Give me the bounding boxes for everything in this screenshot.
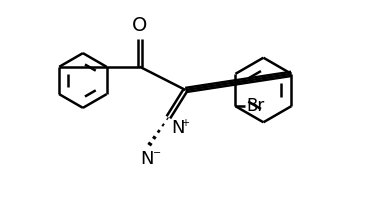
- Text: $^+$: $^+$: [179, 118, 190, 132]
- Text: $^-$: $^-$: [150, 149, 161, 163]
- Text: Br: Br: [246, 97, 264, 115]
- Text: N: N: [172, 119, 185, 137]
- Text: N: N: [140, 150, 154, 168]
- Text: O: O: [132, 16, 147, 34]
